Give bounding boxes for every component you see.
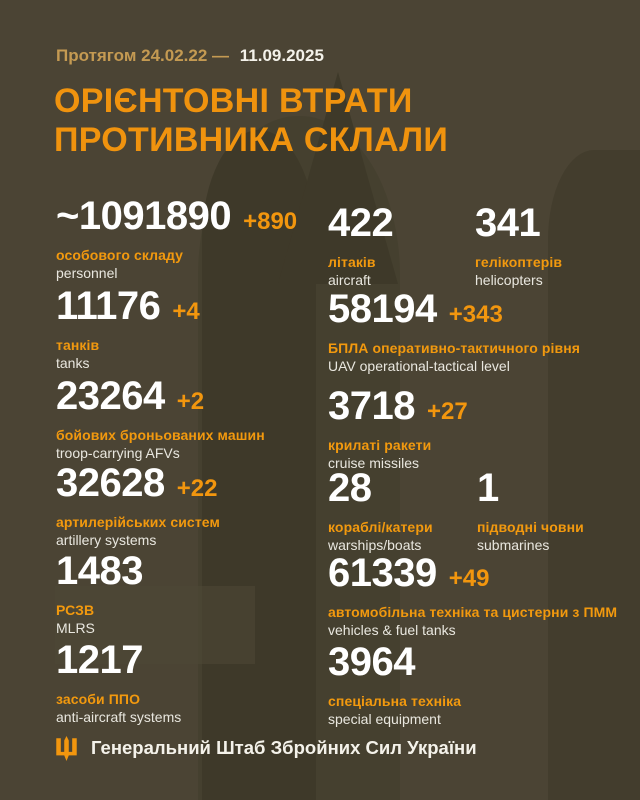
stat-cruise-missiles: 3718 +27 крилаті ракети cruise missiles: [328, 386, 468, 471]
stat-label-en: cruise missiles: [328, 455, 420, 471]
stat-label-ua: РСЗВ: [56, 602, 95, 618]
stat-delta: +343: [448, 301, 503, 328]
stat-special-equipment: 3964 спеціальна техніка special equipmen…: [328, 642, 461, 727]
stat-anti-aircraft: 1217 засоби ППО anti-aircraft systems: [56, 640, 181, 725]
stat-value: 11176: [56, 284, 161, 328]
stat-vehicles-fuel-tanks: 61339 +49 автомобільна техніка та цистерн…: [328, 553, 617, 638]
stat-label-en: warships/boats: [328, 537, 422, 553]
stat-tanks: 11176 +4 танків tanks: [56, 286, 200, 371]
stat-label-en: aircraft: [328, 272, 371, 288]
stat-value: 58194: [328, 287, 437, 331]
date-range-prefix: Протягом 24.02.22 —: [56, 46, 230, 65]
stat-value: 422: [328, 201, 394, 245]
stat-value: 61339: [328, 551, 437, 595]
stat-label-ua: танків: [56, 337, 100, 353]
page-title-line1: ОРІЄНТОВНІ ВТРАТИ: [54, 82, 413, 120]
stat-value: ~1091890: [56, 194, 232, 238]
footer: Генеральний Штаб Збройних Сил України: [56, 735, 477, 761]
stat-label-en: tanks: [56, 355, 90, 371]
stat-value: 341: [475, 201, 541, 245]
stat-value: 23264: [56, 374, 165, 418]
page-title-line2: ПРОТИВНИКА СКЛАЛИ: [54, 121, 449, 159]
stat-label-en: personnel: [56, 265, 118, 281]
stat-label-ua: засоби ППО: [56, 691, 141, 707]
stat-delta: +4: [172, 298, 200, 325]
stat-label-ua: літаків: [328, 254, 376, 270]
tryzub-icon: [56, 735, 77, 761]
stat-uav: 58194 +343 БПЛА оперативно-тактичного рів…: [328, 289, 580, 374]
stat-value: 1217: [56, 638, 143, 682]
stat-label-en: anti-aircraft systems: [56, 709, 182, 725]
stat-delta: +49: [448, 565, 490, 592]
stat-label-en: vehicles & fuel tanks: [328, 622, 456, 638]
stat-artillery: 32628 +22 артилерійських систем artillery…: [56, 463, 220, 548]
stat-label-en: special equipment: [328, 711, 441, 727]
date-range: Протягом 24.02.22 — 11.09.2025: [56, 46, 324, 66]
stat-value: 28: [328, 466, 372, 510]
stat-personnel: ~1091890 +890 особового складу personnel: [56, 196, 297, 281]
stat-label-ua: гелікоптерів: [475, 254, 563, 270]
stat-delta: +2: [176, 388, 205, 415]
stat-delta: +27: [426, 398, 468, 425]
stat-value: 3964: [328, 640, 415, 684]
stat-aircraft: 422 літаків aircraft: [328, 201, 394, 288]
stat-value: 3718: [328, 384, 415, 428]
stat-value: 1483: [56, 549, 143, 593]
stat-label-en: submarines: [477, 537, 550, 553]
stat-delta: +22: [176, 475, 218, 502]
stat-label-ua: підводні човни: [477, 519, 584, 535]
stat-afv: 23264 +2 бойових броньованих машин troop-…: [56, 376, 265, 461]
date-range-end: 11.09.2025: [239, 46, 324, 65]
trident-watermark-right: [548, 150, 640, 800]
stat-value: 1: [477, 466, 499, 510]
trident-watermark-crossbar: [55, 586, 255, 664]
stat-value: 32628: [56, 461, 165, 505]
stat-submarines: 1 підводні човни submarines: [477, 468, 584, 553]
stat-label-en: UAV operational-tactical level: [328, 358, 510, 374]
page-title: ОРІЄНТОВНІ ВТРАТИ ПРОТИВНИКА СКЛАЛИ: [54, 82, 448, 160]
stat-mlrs: 1483 РСЗВ MLRS: [56, 551, 143, 636]
stat-label-en: troop-carrying AFVs: [56, 445, 180, 461]
stat-label-en: helicopters: [475, 272, 543, 288]
stat-helicopters: 341 гелікоптерів helicopters: [475, 203, 562, 288]
stat-delta: +890: [243, 208, 298, 235]
stat-warships: 28 кораблі/катери warships/boats: [328, 468, 433, 553]
stat-label-en: MLRS: [56, 620, 95, 636]
stat-label-ua: особового складу: [56, 247, 184, 263]
footer-org-name: Генеральний Штаб Збройних Сил України: [91, 737, 477, 758]
stat-label-ua: артилерійських систем: [56, 514, 220, 530]
stat-label-ua: кораблі/катери: [328, 519, 433, 535]
stat-label-ua: спеціальна техніка: [328, 693, 462, 709]
stat-label-ua: автомобільна техніка та цистерни з ПММ: [328, 604, 618, 620]
stat-label-ua: бойових броньованих машин: [56, 427, 265, 443]
stat-label-en: artillery systems: [56, 532, 157, 548]
stat-label-ua: крилаті ракети: [328, 437, 432, 453]
stat-label-ua: БПЛА оперативно-тактичного рівня: [328, 340, 581, 356]
